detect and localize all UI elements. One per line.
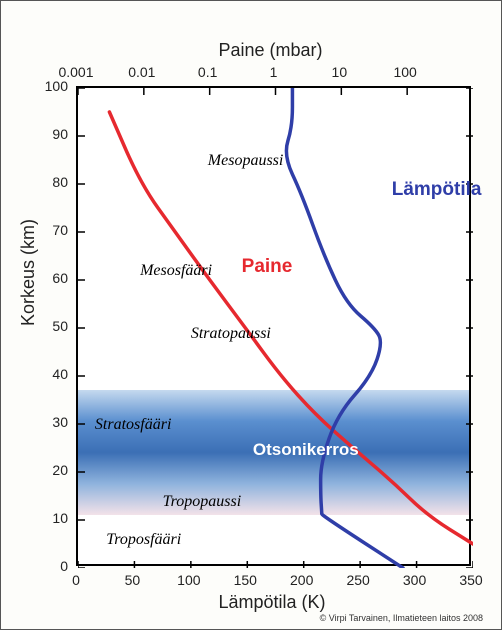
x-bottom-tick-label: 0 [61, 572, 91, 588]
x-bottom-axis-label: Lämpötila (K) [219, 592, 326, 613]
y-tick-label: 30 [52, 414, 68, 430]
x-top-axis-label: Paine (mbar) [219, 40, 323, 61]
y-tick-label: 90 [52, 126, 68, 142]
copyright-text: © Virpi Tarvainen, Ilmatieteen laitos 20… [320, 613, 483, 623]
x-top-tick-label: 0.1 [183, 64, 233, 80]
x-bottom-tick-label: 100 [174, 572, 204, 588]
lampotila-line [286, 88, 403, 568]
atmosphere-layer-label: Stratopaussi [191, 325, 271, 343]
y-axis-label: Korkeus (km) [18, 219, 39, 326]
y-tick-label: 70 [52, 222, 68, 238]
x-top-tick-label: 10 [314, 64, 364, 80]
atmosphere-layer-label: Troposfääri [106, 531, 181, 549]
x-top-tick-label: 0.001 [51, 64, 101, 80]
x-top-tick-label: 100 [380, 64, 430, 80]
x-bottom-tick-label: 150 [230, 572, 260, 588]
y-tick-label: 40 [52, 366, 68, 382]
y-tick-label: 20 [52, 462, 68, 478]
paine-series-label: Paine [242, 256, 293, 278]
atmosphere-layer-label: Mesopaussi [208, 152, 284, 170]
y-tick-label: 100 [45, 78, 68, 94]
x-bottom-tick-label: 200 [287, 572, 317, 588]
atmosphere-layer-label: Stratosfääri [95, 416, 171, 434]
x-bottom-tick-label: 250 [343, 572, 373, 588]
y-tick-label: 60 [52, 270, 68, 286]
ozone-layer-label: Otsonikerros [253, 440, 359, 460]
y-tick-label: 10 [52, 510, 68, 526]
lampotila-series-label: Lämpötila [392, 179, 482, 201]
y-tick-label: 50 [52, 318, 68, 334]
paine-line [109, 112, 473, 544]
atmosphere-layer-label: Tropopaussi [163, 493, 242, 511]
y-tick-label: 80 [52, 174, 68, 190]
x-bottom-tick-label: 50 [117, 572, 147, 588]
x-bottom-tick-label: 300 [400, 572, 430, 588]
x-top-tick-label: 1 [249, 64, 299, 80]
atmosphere-layer-label: Mesosfääri [140, 262, 212, 280]
x-top-tick-label: 0.01 [117, 64, 167, 80]
x-bottom-tick-label: 350 [456, 572, 486, 588]
